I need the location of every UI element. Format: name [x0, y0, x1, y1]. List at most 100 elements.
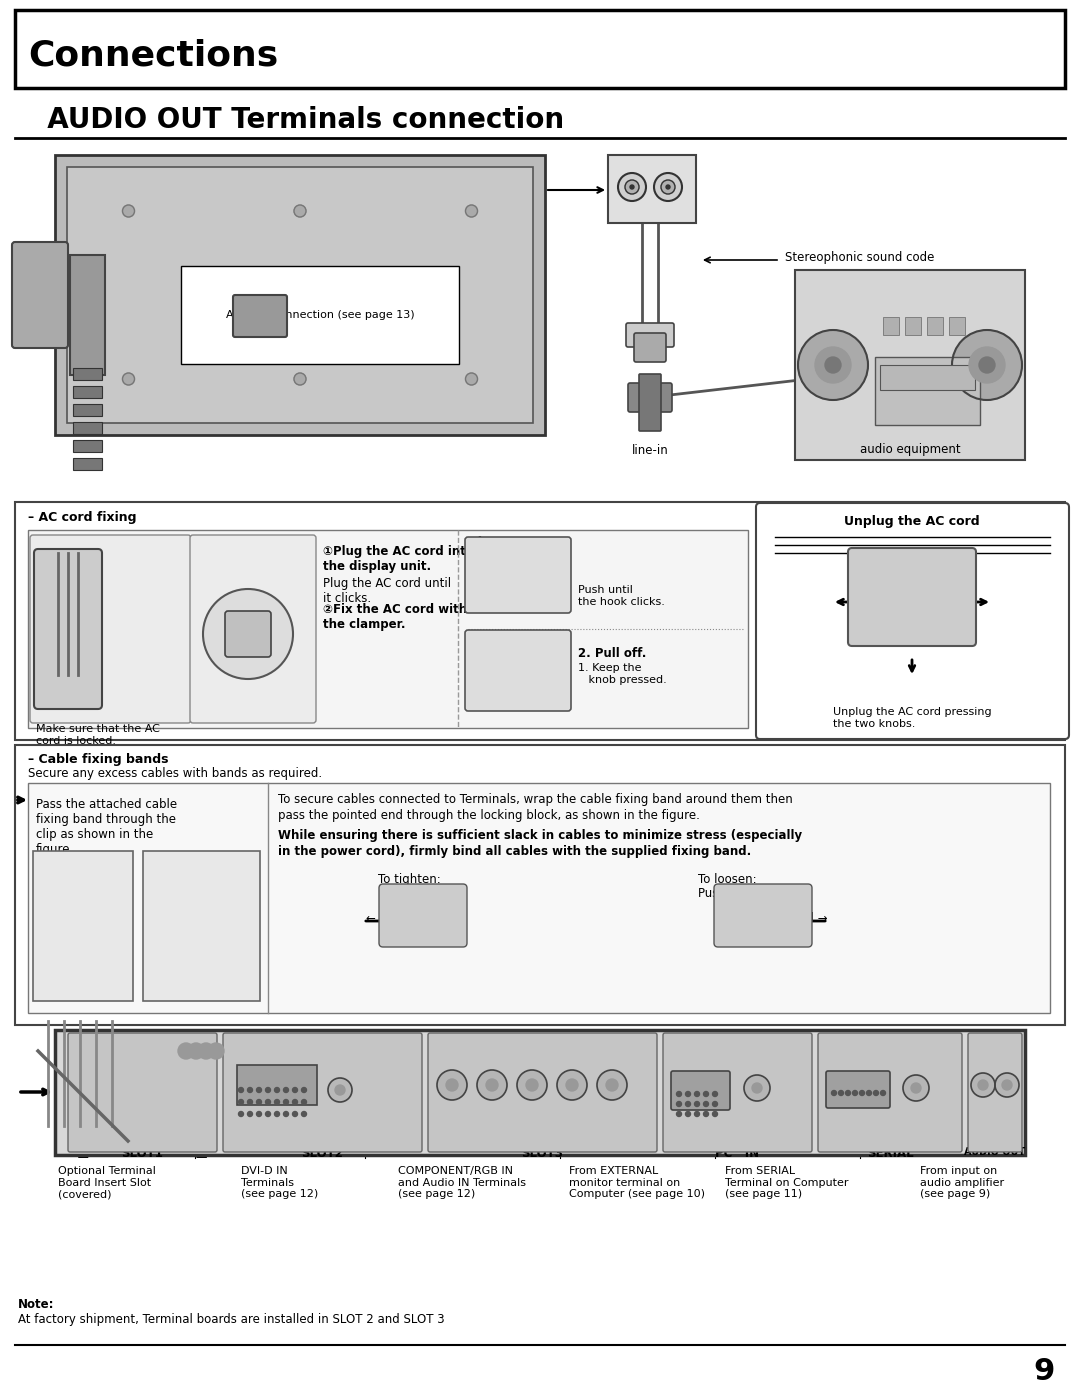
Circle shape — [203, 590, 293, 679]
FancyBboxPatch shape — [465, 630, 571, 711]
Text: DVI-D IN
Terminals
(see page 12): DVI-D IN Terminals (see page 12) — [241, 1166, 319, 1199]
FancyBboxPatch shape — [880, 365, 975, 390]
Text: Plug the AC cord until
it clicks.: Plug the AC cord until it clicks. — [323, 577, 451, 605]
Circle shape — [1002, 1080, 1012, 1090]
Text: At factory shipment, Terminal boards are installed in SLOT 2 and SLOT 3: At factory shipment, Terminal boards are… — [18, 1313, 445, 1326]
Text: Pass the attached cable
fixing band through the
clip as shown in the
figure.: Pass the attached cable fixing band thro… — [36, 798, 177, 856]
Circle shape — [874, 1091, 878, 1095]
Text: pass the pointed end through the locking block, as shown in the figure.: pass the pointed end through the locking… — [278, 809, 700, 821]
Circle shape — [903, 1076, 929, 1101]
Circle shape — [676, 1101, 681, 1106]
Circle shape — [630, 184, 634, 189]
FancyBboxPatch shape — [795, 270, 1025, 460]
Circle shape — [815, 346, 851, 383]
Circle shape — [686, 1101, 690, 1106]
Circle shape — [661, 180, 675, 194]
Circle shape — [257, 1099, 261, 1105]
Circle shape — [694, 1112, 700, 1116]
Circle shape — [239, 1087, 243, 1092]
Text: From EXTERNAL
monitor terminal on
Computer (see page 10): From EXTERNAL monitor terminal on Comput… — [569, 1166, 705, 1199]
Text: 2: 2 — [194, 1143, 207, 1162]
Circle shape — [446, 1078, 458, 1091]
Circle shape — [694, 1091, 700, 1097]
FancyBboxPatch shape — [73, 386, 102, 398]
Circle shape — [486, 1078, 498, 1091]
Text: Connections: Connections — [28, 39, 279, 73]
Text: SERIAL: SERIAL — [866, 1147, 914, 1160]
Circle shape — [852, 1091, 858, 1095]
Text: – AC cord fixing: – AC cord fixing — [28, 511, 136, 524]
Text: AUDIO OUT: AUDIO OUT — [618, 214, 683, 224]
Text: Pb/Cb
R: Pb/Cb R — [521, 1113, 543, 1133]
Text: To loosen:: To loosen: — [698, 873, 757, 886]
Text: ← Pull: ← Pull — [366, 912, 401, 925]
Circle shape — [625, 180, 639, 194]
Text: 9: 9 — [1034, 1358, 1055, 1386]
Circle shape — [283, 1087, 288, 1092]
FancyBboxPatch shape — [73, 404, 102, 416]
Text: COMPONENT/RGB IN: COMPONENT/RGB IN — [491, 1125, 593, 1134]
Circle shape — [694, 1101, 700, 1106]
FancyBboxPatch shape — [237, 1065, 318, 1105]
Text: Open: Open — [468, 633, 508, 645]
Circle shape — [752, 1083, 762, 1092]
Text: ②: ② — [198, 644, 208, 657]
FancyBboxPatch shape — [379, 884, 467, 947]
Text: Make sure that the AC
cord is locked.: Make sure that the AC cord is locked. — [36, 724, 160, 746]
FancyBboxPatch shape — [73, 367, 102, 380]
Text: Y/G: Y/G — [606, 1113, 619, 1122]
Text: Push the catch: Push the catch — [698, 887, 785, 900]
Circle shape — [266, 1099, 270, 1105]
FancyBboxPatch shape — [634, 332, 666, 362]
Circle shape — [654, 173, 681, 201]
FancyBboxPatch shape — [671, 1071, 730, 1111]
FancyBboxPatch shape — [190, 535, 316, 724]
FancyBboxPatch shape — [608, 155, 696, 224]
FancyBboxPatch shape — [826, 1071, 890, 1108]
Circle shape — [294, 373, 306, 386]
Text: 1: 1 — [77, 1143, 90, 1162]
Circle shape — [978, 1080, 988, 1090]
Text: ②Fix the AC cord with
the clamper.: ②Fix the AC cord with the clamper. — [323, 604, 468, 631]
FancyBboxPatch shape — [883, 317, 899, 335]
FancyBboxPatch shape — [33, 851, 133, 1002]
Text: AC cord connection (see page 13): AC cord connection (see page 13) — [226, 310, 415, 320]
Text: From SERIAL
Terminal on Computer
(see page 11): From SERIAL Terminal on Computer (see pa… — [726, 1166, 849, 1199]
Circle shape — [335, 1085, 345, 1095]
Circle shape — [798, 330, 868, 400]
Text: in the power cord), firmly bind all cables with the supplied fixing band.: in the power cord), firmly bind all cabl… — [278, 845, 752, 858]
Text: Push until
the hook clicks.: Push until the hook clicks. — [578, 585, 665, 606]
Text: To secure cables connected to Terminals, wrap the cable fixing band around them : To secure cables connected to Terminals,… — [278, 793, 793, 806]
Circle shape — [566, 1078, 578, 1091]
Text: SLOT1: SLOT1 — [121, 1147, 163, 1160]
Text: L: L — [490, 1113, 495, 1122]
FancyBboxPatch shape — [639, 374, 661, 432]
FancyBboxPatch shape — [465, 536, 571, 613]
Circle shape — [744, 1076, 770, 1101]
Circle shape — [703, 1091, 708, 1097]
Circle shape — [557, 1070, 588, 1099]
Circle shape — [606, 1078, 618, 1091]
Text: line-in: line-in — [632, 443, 669, 457]
Circle shape — [301, 1087, 307, 1092]
Text: Optional Terminal
Board Insert Slot
(covered): Optional Terminal Board Insert Slot (cov… — [58, 1166, 156, 1199]
Circle shape — [274, 1087, 280, 1092]
FancyBboxPatch shape — [627, 383, 672, 412]
Circle shape — [239, 1112, 243, 1116]
Text: ①: ① — [72, 644, 83, 657]
Circle shape — [825, 358, 841, 373]
FancyBboxPatch shape — [73, 440, 102, 453]
Circle shape — [257, 1087, 261, 1092]
Text: ①Plug the AC cord into
the display unit.: ①Plug the AC cord into the display unit. — [323, 545, 474, 573]
Circle shape — [676, 1112, 681, 1116]
FancyBboxPatch shape — [428, 1032, 657, 1153]
Circle shape — [257, 1112, 261, 1116]
Circle shape — [713, 1101, 717, 1106]
FancyBboxPatch shape — [33, 549, 102, 710]
Circle shape — [971, 1073, 995, 1097]
FancyBboxPatch shape — [875, 358, 980, 425]
Text: SLOT2: SLOT2 — [301, 1147, 343, 1160]
Circle shape — [951, 330, 1022, 400]
Text: audio equipment: audio equipment — [860, 443, 960, 457]
Text: From input on
audio amplifier
(see page 9): From input on audio amplifier (see page … — [920, 1166, 1004, 1199]
